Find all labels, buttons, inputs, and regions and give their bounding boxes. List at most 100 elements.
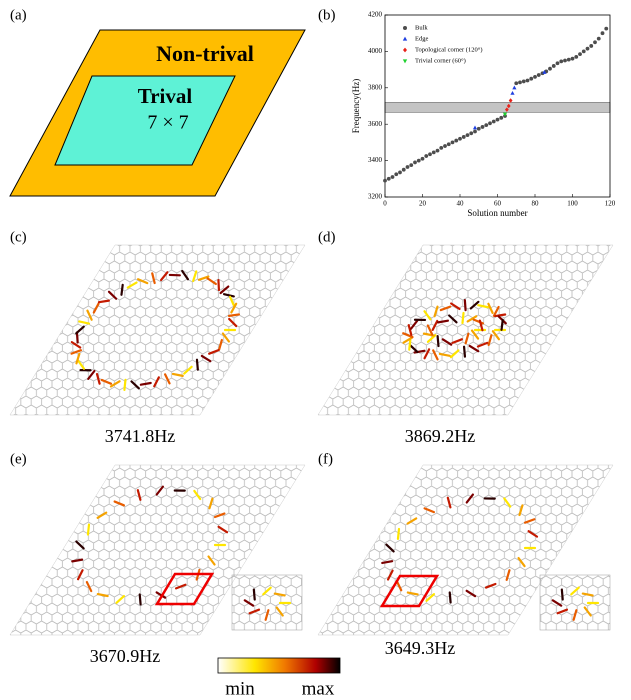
panel-label: (a) — [10, 7, 27, 23]
data-point — [447, 142, 451, 146]
panel-label: (b) — [318, 7, 336, 23]
data-point — [439, 146, 443, 150]
data-point — [567, 58, 571, 62]
data-point — [589, 44, 593, 48]
x-tick-label: 0 — [383, 200, 387, 208]
data-point — [391, 175, 395, 179]
data-point — [601, 31, 605, 35]
frequency-caption: 3649.3Hz — [385, 638, 456, 658]
field-stroke — [438, 336, 439, 346]
frequency-caption: 3670.9Hz — [90, 646, 161, 666]
data-point — [458, 137, 462, 141]
field-stroke — [409, 340, 410, 350]
data-point — [473, 130, 477, 134]
field-stroke — [124, 380, 125, 390]
outer-label: Non-trival — [156, 41, 254, 66]
x-tick-label: 80 — [532, 200, 540, 208]
legend-label: Trivial corner (60°) — [415, 57, 466, 64]
x-tick-label: 100 — [567, 200, 578, 208]
field-stroke — [88, 525, 89, 535]
x-tick-label: 40 — [457, 200, 465, 208]
field-stroke — [218, 280, 219, 290]
field-stroke — [465, 300, 466, 310]
legend-marker — [403, 59, 407, 63]
colorbar — [218, 658, 340, 673]
panel-label: (c) — [10, 229, 27, 245]
data-point — [512, 86, 516, 90]
data-point — [578, 52, 582, 56]
field-stroke — [140, 594, 141, 604]
y-tick-label: 3400 — [368, 156, 383, 164]
data-point — [481, 125, 485, 129]
data-point — [402, 168, 406, 172]
data-point — [398, 171, 402, 175]
field-stroke — [495, 315, 505, 317]
frequency-caption: 3741.8Hz — [105, 426, 176, 446]
field-stroke — [462, 313, 463, 323]
field-maps — [10, 245, 613, 635]
data-point — [432, 151, 436, 155]
y-tick-label: 3200 — [368, 193, 383, 201]
data-point — [548, 67, 552, 71]
panel-label: (f) — [318, 451, 333, 467]
data-point — [451, 141, 455, 145]
size-label: 7 × 7 — [147, 112, 188, 134]
data-point — [484, 123, 488, 127]
legend-label: Edge — [415, 35, 428, 42]
data-point — [424, 154, 428, 158]
data-point — [477, 127, 481, 131]
data-point — [473, 126, 477, 130]
data-point — [413, 161, 417, 165]
data-point — [526, 79, 530, 83]
data-point — [406, 165, 410, 169]
data-point — [443, 144, 447, 148]
data-point — [394, 172, 398, 176]
field-stroke — [502, 320, 503, 330]
data-point — [492, 120, 496, 124]
x-axis-label: Solution number — [467, 208, 527, 218]
inner-label: Trival — [138, 84, 193, 108]
field-stroke — [398, 529, 399, 539]
y-tick-label: 4200 — [368, 11, 383, 19]
data-point — [387, 177, 391, 181]
colorbar-min: min — [225, 678, 255, 699]
data-point — [582, 50, 586, 54]
frequency-caption: 3869.2Hz — [405, 426, 476, 446]
data-point — [488, 121, 492, 125]
data-point — [571, 57, 575, 61]
data-point — [436, 149, 440, 153]
lattice — [318, 245, 613, 415]
legend-marker — [403, 48, 407, 53]
data-point — [593, 40, 597, 44]
lattice — [10, 245, 305, 415]
data-point — [417, 159, 421, 163]
colorbar-max: max — [302, 678, 335, 699]
field-stroke — [464, 347, 465, 357]
y-tick-label: 4000 — [368, 47, 383, 55]
data-point — [529, 77, 533, 81]
legend-marker — [403, 37, 407, 41]
y-tick-label: 3800 — [368, 83, 383, 91]
y-tick-label: 3600 — [368, 120, 383, 128]
data-point — [499, 116, 503, 120]
x-tick-label: 60 — [494, 200, 502, 208]
data-point — [383, 179, 387, 183]
data-point — [469, 131, 473, 135]
data-point — [563, 59, 567, 63]
data-point — [462, 135, 466, 139]
field-stroke — [229, 314, 239, 315]
figure: (a) Non-trival Trival 7 × 7 (b) 02040608… — [0, 0, 631, 700]
data-point — [604, 27, 608, 31]
data-point — [574, 55, 578, 59]
field-stroke — [99, 301, 109, 303]
legend-marker — [403, 26, 407, 30]
field-stroke — [121, 285, 122, 295]
panel-label: (d) — [318, 229, 336, 245]
panel-label: (e) — [10, 451, 27, 467]
data-point — [409, 163, 413, 167]
scatter-chart: 020406080100120320034003600380040004200S… — [351, 11, 616, 218]
data-point — [421, 157, 425, 161]
y-axis-label: Frequency(Hz) — [351, 79, 361, 133]
data-point — [514, 81, 518, 85]
data-point — [428, 152, 432, 156]
